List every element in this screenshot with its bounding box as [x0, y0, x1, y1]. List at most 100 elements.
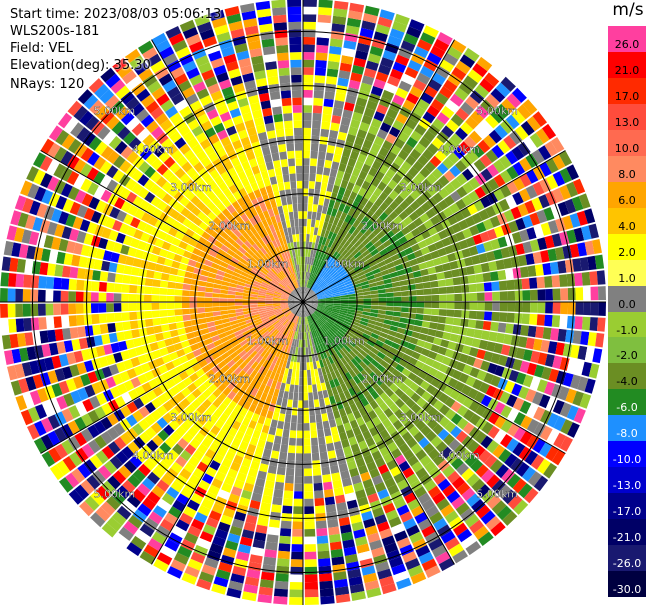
velocity-gate — [424, 302, 432, 308]
velocity-gate — [298, 249, 301, 257]
velocity-gate — [265, 441, 273, 450]
velocity-gate — [304, 446, 311, 454]
velocity-gate — [307, 219, 311, 227]
velocity-gate — [298, 347, 301, 355]
velocity-gate — [522, 314, 530, 325]
velocity-gate — [280, 406, 286, 414]
velocity-gate — [468, 319, 477, 328]
velocity-gate — [435, 265, 444, 273]
velocity-gate — [0, 304, 8, 318]
velocity-gate — [318, 197, 324, 205]
velocity-gate — [308, 392, 313, 400]
velocity-gate — [283, 205, 289, 213]
velocity-gate — [146, 270, 155, 278]
velocity-gate — [294, 211, 299, 219]
velocity-gate — [522, 278, 530, 289]
velocity-gate — [422, 321, 431, 328]
velocity-gate — [304, 393, 309, 401]
velocity-gate — [146, 327, 155, 336]
range-label: 4.00km — [438, 449, 480, 462]
velocity-gate — [304, 521, 315, 529]
velocity-gate — [317, 543, 329, 551]
velocity-gate — [392, 282, 400, 288]
velocity-gate — [331, 115, 341, 124]
velocity-gate — [258, 302, 266, 304]
velocity-gate — [329, 419, 336, 428]
velocity-gate — [286, 197, 292, 205]
velocity-gate — [285, 384, 290, 392]
velocity-gate — [331, 426, 339, 435]
velocity-gate — [589, 271, 598, 285]
velocity-gate — [405, 273, 414, 280]
velocity-gate — [316, 528, 327, 536]
velocity-gate — [326, 76, 337, 85]
velocity-gate — [298, 400, 303, 408]
velocity-gate — [295, 469, 303, 477]
velocity-gate — [329, 46, 342, 55]
velocity-gate — [295, 476, 303, 484]
velocity-gate — [370, 309, 378, 313]
velocity-gate — [413, 271, 422, 278]
velocity-gate — [371, 302, 379, 306]
velocity-gate — [316, 414, 322, 422]
velocity-gate — [70, 267, 79, 279]
velocity-gate — [292, 544, 304, 552]
velocity-gate — [292, 98, 302, 106]
range-label: 3.00km — [400, 411, 442, 424]
velocity-gate — [99, 293, 107, 302]
velocity-gate — [319, 398, 325, 406]
velocity-gate — [490, 271, 499, 281]
velocity-gate — [409, 308, 417, 314]
velocity-gate — [438, 316, 446, 323]
velocity-gate — [333, 154, 341, 163]
velocity-gate — [272, 106, 282, 115]
range-label: 5.00km — [94, 105, 136, 118]
velocity-gate — [299, 219, 303, 227]
velocity-gate — [282, 98, 292, 106]
velocity-gate — [114, 313, 122, 322]
velocity-gate — [303, 151, 310, 159]
velocity-gate — [280, 444, 288, 452]
velocity-gate — [273, 160, 281, 169]
velocity-gate — [271, 419, 278, 428]
velocity-gate — [474, 329, 483, 338]
velocity-gate — [306, 234, 310, 242]
velocity-gate — [311, 430, 318, 438]
velocity-gate — [152, 303, 160, 310]
velocity-gate — [559, 274, 568, 287]
velocity-gate — [473, 264, 482, 274]
range-label: 4.00km — [132, 449, 174, 462]
velocity-gate — [281, 90, 291, 98]
velocity-gate — [292, 369, 296, 377]
velocity-gate — [91, 281, 99, 291]
velocity-gate — [278, 182, 285, 191]
velocity-gate — [304, 453, 311, 461]
velocity-gate — [91, 303, 99, 313]
velocity-gate — [295, 226, 299, 234]
velocity-gate — [303, 90, 313, 98]
velocity-gate — [192, 325, 201, 332]
velocity-gate — [327, 69, 339, 78]
velocity-gate — [417, 302, 425, 308]
velocity-gate — [294, 484, 303, 492]
velocity-gate — [293, 521, 304, 529]
velocity-gate — [385, 283, 393, 288]
velocity-gate — [296, 173, 302, 181]
velocity-gate — [379, 298, 387, 302]
velocity-gate — [184, 271, 193, 278]
velocity-gate — [331, 31, 344, 40]
velocity-gate — [263, 46, 276, 55]
colorbar-swatch: -30.0 — [608, 571, 646, 597]
velocity-gate — [47, 330, 56, 343]
velocity-gate — [269, 519, 280, 528]
velocity-gate — [409, 290, 417, 296]
velocity-gate — [485, 302, 493, 311]
velocity-gate — [332, 185, 339, 194]
velocity-gate — [290, 423, 296, 431]
velocity-gate — [560, 302, 568, 314]
velocity-gate — [321, 121, 330, 130]
velocity-gate — [274, 589, 288, 598]
colorbar-unit: m/s — [609, 0, 647, 20]
velocity-gate — [411, 331, 420, 338]
velocity-gate — [453, 277, 462, 285]
